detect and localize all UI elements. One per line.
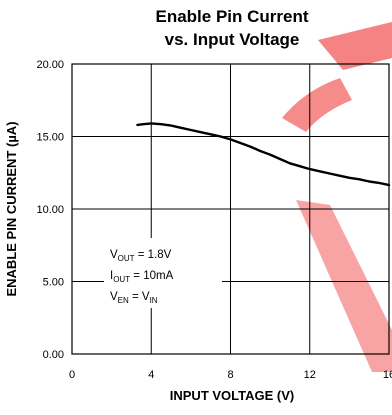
x-tick-label: 8 [227,369,233,381]
chart-subtitle: vs. Input Voltage [165,30,300,49]
chart-title: Enable Pin Current [155,7,308,26]
watermark-stroke-top [318,22,392,70]
y-axis-ticks: 0.00 5.00 10.00 15.00 20.00 [36,59,64,361]
y-axis-label: ENABLE PIN CURRENT (µA) [4,121,19,296]
annotation-line: VOUT = 1.8V [110,249,172,263]
annotation-box [104,238,222,308]
y-tick-label: 15.00 [36,132,64,144]
series-line [136,122,391,187]
series-group [136,122,391,187]
x-axis-label: INPUT VOLTAGE (V) [170,388,294,403]
x-axis-ticks: 0 4 8 12 16 [69,369,392,381]
watermark-shape [282,22,392,372]
grid [72,64,389,354]
annotation-line: IOUT = 10mA [110,270,174,284]
y-tick-label: 20.00 [36,59,64,71]
watermark-stroke-mid [282,78,352,132]
watermark-stroke-bottom [296,200,392,372]
x-tick-label: 0 [69,369,75,381]
plot-frame [71,63,390,355]
x-tick-label: 16 [383,369,392,381]
y-tick-label: 5.00 [43,277,64,289]
annotation-group: VOUT = 1.8V IOUT = 10mA VEN = VIN [110,249,174,305]
annotation-line: VEN = VIN [110,291,158,305]
y-tick-label: 0.00 [43,349,64,361]
x-tick-label: 4 [148,369,154,381]
y-tick-label: 10.00 [36,204,64,216]
x-tick-label: 12 [304,369,316,381]
